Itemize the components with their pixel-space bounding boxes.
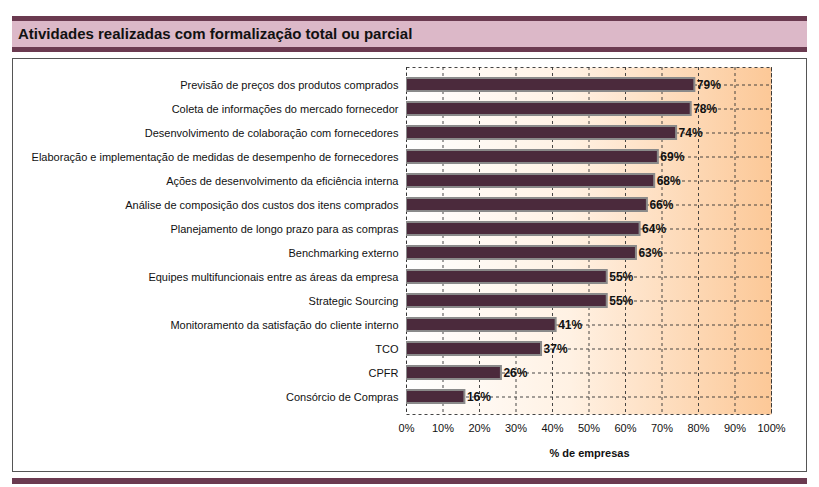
svg-text:55%: 55% [609, 270, 633, 284]
svg-text:55%: 55% [609, 294, 633, 308]
svg-text:Previsão de preços dos produto: Previsão de preços dos produtos comprado… [180, 79, 399, 91]
svg-text:CPFR: CPFR [369, 367, 399, 379]
svg-text:Consórcio de Compras: Consórcio de Compras [286, 391, 399, 403]
svg-text:Elaboração e implementação de: Elaboração e implementação de medidas de… [32, 151, 399, 163]
svg-text:79%: 79% [697, 78, 721, 92]
svg-text:Planejamento de longo prazo pa: Planejamento de longo prazo para as comp… [170, 223, 399, 235]
svg-text:78%: 78% [693, 102, 717, 116]
svg-text:60%: 60% [614, 422, 636, 434]
svg-text:Coleta de informações do merca: Coleta de informações do mercado fornece… [172, 103, 399, 115]
svg-text:50%: 50% [578, 422, 600, 434]
svg-text:63%: 63% [638, 246, 662, 260]
svg-text:Benchmarking externo: Benchmarking externo [288, 247, 398, 259]
svg-text:37%: 37% [544, 342, 568, 356]
svg-text:16%: 16% [467, 390, 491, 404]
svg-text:20%: 20% [468, 422, 490, 434]
html-text:% de empresas: % de empresas [549, 447, 630, 459]
svg-text:68%: 68% [657, 174, 681, 188]
html-text:Atividades realizadas com form: Atividades realizadas com formalização t… [18, 25, 413, 42]
svg-text:30%: 30% [505, 422, 527, 434]
svg-text:Análise de composição dos cust: Análise de composição dos custos dos ite… [125, 199, 399, 211]
svg-text:0%: 0% [399, 422, 415, 434]
svg-text:80%: 80% [687, 422, 709, 434]
svg-text:66%: 66% [649, 198, 673, 212]
svg-text:26%: 26% [503, 366, 527, 380]
svg-text:40%: 40% [541, 422, 563, 434]
svg-text:Strategic Sourcing: Strategic Sourcing [309, 295, 399, 307]
svg-text:100%: 100% [757, 422, 785, 434]
svg-text:Equipes multifuncionais entre: Equipes multifuncionais entre as áreas d… [148, 271, 399, 283]
svg-text:Ações de desenvolvimento da ef: Ações de desenvolvimento da eficiência i… [166, 175, 399, 187]
svg-text:TCO: TCO [375, 343, 399, 355]
svg-text:Desenvolvimento de colaboração: Desenvolvimento de colaboração com forne… [145, 127, 399, 139]
svg-text:Monitoramento da satisfação do: Monitoramento da satisfação do cliente i… [170, 319, 398, 331]
svg-text:69%: 69% [660, 150, 684, 164]
svg-text:10%: 10% [432, 422, 454, 434]
svg-text:74%: 74% [679, 126, 703, 140]
svg-text:64%: 64% [642, 222, 666, 236]
svg-text:90%: 90% [724, 422, 746, 434]
svg-text:70%: 70% [651, 422, 673, 434]
svg-text:41%: 41% [558, 318, 582, 332]
